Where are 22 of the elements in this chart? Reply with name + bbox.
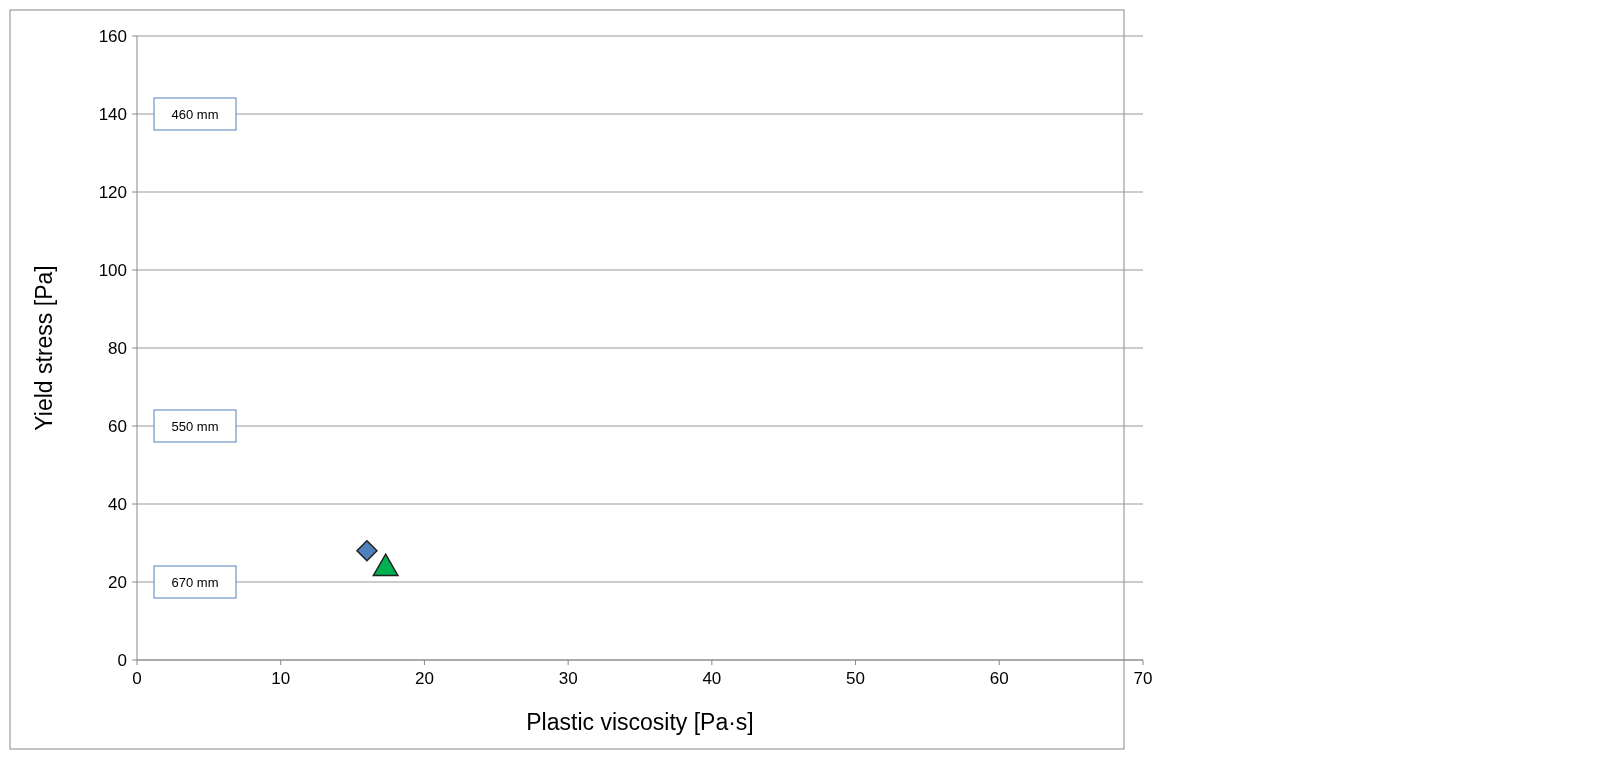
x-tick-label: 60 xyxy=(989,669,1009,688)
x-tick-label: 0 xyxy=(132,669,142,688)
x-tick-label: 70 xyxy=(1133,669,1153,688)
annotation: 550 mm xyxy=(171,418,219,434)
x-tick-label: 20 xyxy=(414,669,434,688)
y-tick-label: 0 xyxy=(117,650,127,670)
y-tick-label: 60 xyxy=(108,416,127,436)
y-tick-label: 80 xyxy=(108,338,127,358)
x-tick-label: 10 xyxy=(271,669,291,688)
y-tick-label: 20 xyxy=(108,572,127,592)
y-axis-title: Yield stress [Pa] xyxy=(31,265,57,431)
y-tick-label: 140 xyxy=(98,104,127,124)
x-axis-title: Plastic viscosity [Pa·s] xyxy=(526,709,754,735)
x-tick-label: 40 xyxy=(702,669,722,688)
y-tick-label: 120 xyxy=(98,182,127,202)
y-tick-label: 100 xyxy=(98,260,127,280)
annotation: 460 mm xyxy=(171,106,219,122)
x-tick-label: 50 xyxy=(846,669,866,688)
annotation: 670 mm xyxy=(171,574,219,590)
y-tick-label: 160 xyxy=(98,26,127,46)
y-tick-label: 40 xyxy=(108,494,127,514)
x-tick-label: 30 xyxy=(558,669,578,688)
